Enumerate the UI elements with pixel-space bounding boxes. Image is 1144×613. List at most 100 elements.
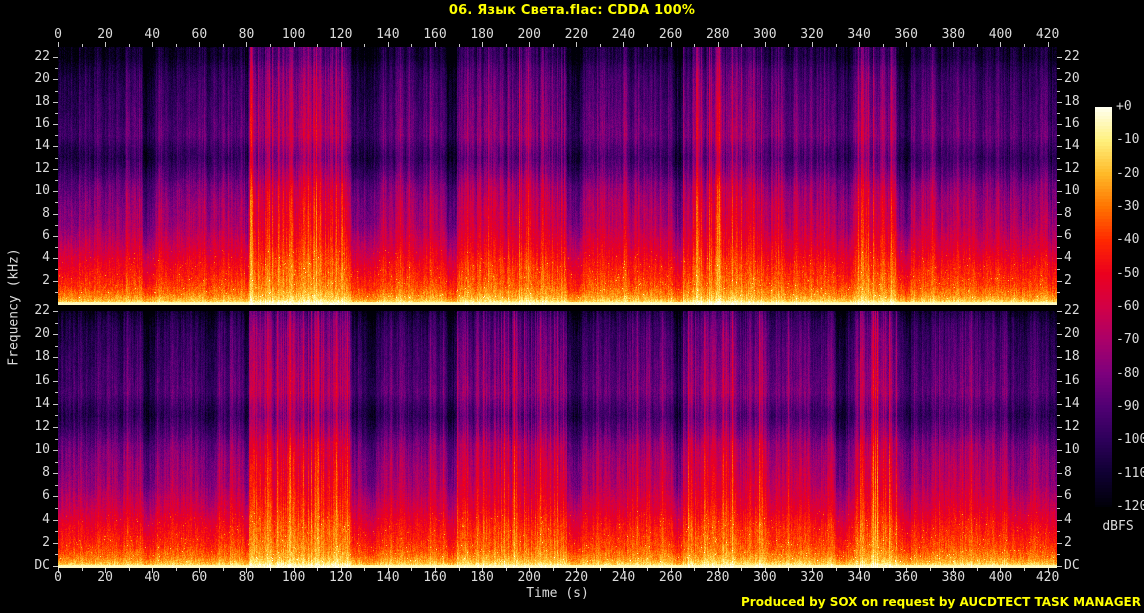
- x-tick-bottom: [812, 568, 813, 573]
- x-tick-label-bottom: 360: [894, 570, 918, 585]
- x-minor-tick-top: [506, 44, 507, 47]
- y-minor-tick-left: [55, 225, 58, 226]
- y-tick-right: [1057, 214, 1062, 215]
- y-tick-right: [1057, 79, 1062, 80]
- y-tick-right: [1057, 496, 1062, 497]
- y-tick-left: [53, 311, 58, 312]
- x-tick-top: [1000, 42, 1001, 47]
- y-tick-label-left: 12: [34, 161, 50, 176]
- x-tick-top: [671, 42, 672, 47]
- y-minor-tick-right: [1057, 135, 1060, 136]
- y-tick-label-left: 18: [34, 349, 50, 364]
- x-tick-label-top: 40: [144, 27, 161, 42]
- y-tick-label-right: 4: [1064, 512, 1072, 527]
- x-tick-label-top: 340: [847, 27, 871, 42]
- x-minor-tick-bottom: [1024, 568, 1025, 571]
- y-tick-left: [53, 381, 58, 382]
- y-tick-label-left: 20: [34, 71, 50, 86]
- colorbar-tick-label: +0: [1116, 99, 1132, 114]
- x-minor-tick-top: [317, 44, 318, 47]
- y-tick-label-left: 10: [34, 442, 50, 457]
- x-tick-label-top: 20: [97, 27, 113, 42]
- x-tick-label-top: 220: [564, 27, 589, 42]
- x-minor-tick-top: [1024, 44, 1025, 47]
- x-tick-bottom: [199, 568, 200, 573]
- x-minor-tick-bottom: [694, 568, 695, 571]
- y-tick-label-right: 8: [1064, 465, 1072, 480]
- x-tick-label-bottom: 380: [941, 570, 966, 585]
- y-minor-tick-right: [1057, 462, 1060, 463]
- y-tick-label-right: 6: [1064, 228, 1072, 243]
- y-tick-left: [53, 124, 58, 125]
- colorbar-tick-label: -90: [1116, 399, 1140, 414]
- x-minor-tick-top: [270, 44, 271, 47]
- y-minor-tick-left: [55, 531, 58, 532]
- y-minor-tick-right: [1057, 439, 1060, 440]
- y-tick-label-right: 14: [1064, 138, 1080, 153]
- y-minor-tick-left: [55, 269, 58, 270]
- x-minor-tick-top: [459, 44, 460, 47]
- y-tick-label-right: 4: [1064, 250, 1072, 265]
- y-tick-left: [53, 258, 58, 259]
- y-tick-left: [53, 404, 58, 405]
- y-tick-right: [1057, 258, 1062, 259]
- x-tick-label-top: 360: [894, 27, 918, 42]
- x-tick-bottom: [529, 568, 530, 573]
- y-tick-label-right: 22: [1064, 49, 1080, 64]
- x-tick-label-bottom: 100: [281, 570, 306, 585]
- x-tick-bottom: [482, 568, 483, 573]
- x-tick-top: [341, 42, 342, 47]
- x-tick-label-bottom: 240: [611, 570, 636, 585]
- y-tick-left: [53, 450, 58, 451]
- x-tick-top: [58, 42, 59, 47]
- colorbar-tick-label: -70: [1116, 332, 1140, 347]
- y-minor-tick-right: [1057, 392, 1060, 393]
- x-minor-tick-bottom: [553, 568, 554, 571]
- y-tick-label-left: 8: [42, 206, 50, 221]
- x-minor-tick-bottom: [129, 568, 130, 571]
- x-tick-label-top: 120: [328, 27, 353, 42]
- y-tick-label-right: 8: [1064, 206, 1072, 221]
- x-tick-label-top: 180: [470, 27, 494, 42]
- page-title: 06. Язык Света.flac: CDDA 100%: [448, 3, 696, 18]
- x-minor-tick-bottom: [836, 568, 837, 571]
- x-minor-tick-top: [223, 44, 224, 47]
- y-tick-label-left: 12: [34, 419, 50, 434]
- colorbar-tick-label: -120: [1116, 499, 1144, 514]
- x-tick-label-top: 300: [753, 27, 777, 42]
- y-minor-tick-left: [55, 508, 58, 509]
- y-minor-tick-left: [55, 369, 58, 370]
- x-tick-label-bottom: 40: [144, 570, 161, 585]
- y-tick-label-right: 18: [1064, 349, 1080, 364]
- x-minor-tick-top: [553, 44, 554, 47]
- x-tick-top: [105, 42, 106, 47]
- y-minor-tick-right: [1057, 554, 1060, 555]
- y-tick-right: [1057, 450, 1062, 451]
- y-tick-label-right: 18: [1064, 94, 1080, 109]
- y-minor-tick-left: [55, 91, 58, 92]
- y-minor-tick-left: [55, 346, 58, 347]
- y-tick-left: [53, 236, 58, 237]
- y-tick-label-left: 4: [42, 250, 50, 265]
- y-tick-left: [53, 543, 58, 544]
- y-tick-label-right: 2: [1064, 535, 1072, 550]
- y-tick-label-left: 4: [42, 512, 50, 527]
- x-tick-label-top: 400: [988, 27, 1013, 42]
- y-minor-tick-left: [55, 323, 58, 324]
- colorbar-tick-label: -100: [1116, 432, 1144, 447]
- y-minor-tick-left: [55, 554, 58, 555]
- colorbar: [1095, 107, 1112, 507]
- x-tick-label-top: 260: [658, 27, 683, 42]
- colorbar-tick-label: -10: [1116, 132, 1140, 147]
- y-tick-right: [1057, 357, 1062, 358]
- y-tick-left: [53, 169, 58, 170]
- y-minor-tick-right: [1057, 485, 1060, 486]
- y-tick-right: [1057, 543, 1062, 544]
- y-tick-label-right: 20: [1064, 326, 1080, 341]
- y-tick-right: [1057, 281, 1062, 282]
- y-minor-tick-right: [1057, 113, 1060, 114]
- y-tick-left: [53, 214, 58, 215]
- y-minor-tick-left: [55, 202, 58, 203]
- x-tick-label-top: 160: [423, 27, 447, 42]
- x-tick-top: [576, 42, 577, 47]
